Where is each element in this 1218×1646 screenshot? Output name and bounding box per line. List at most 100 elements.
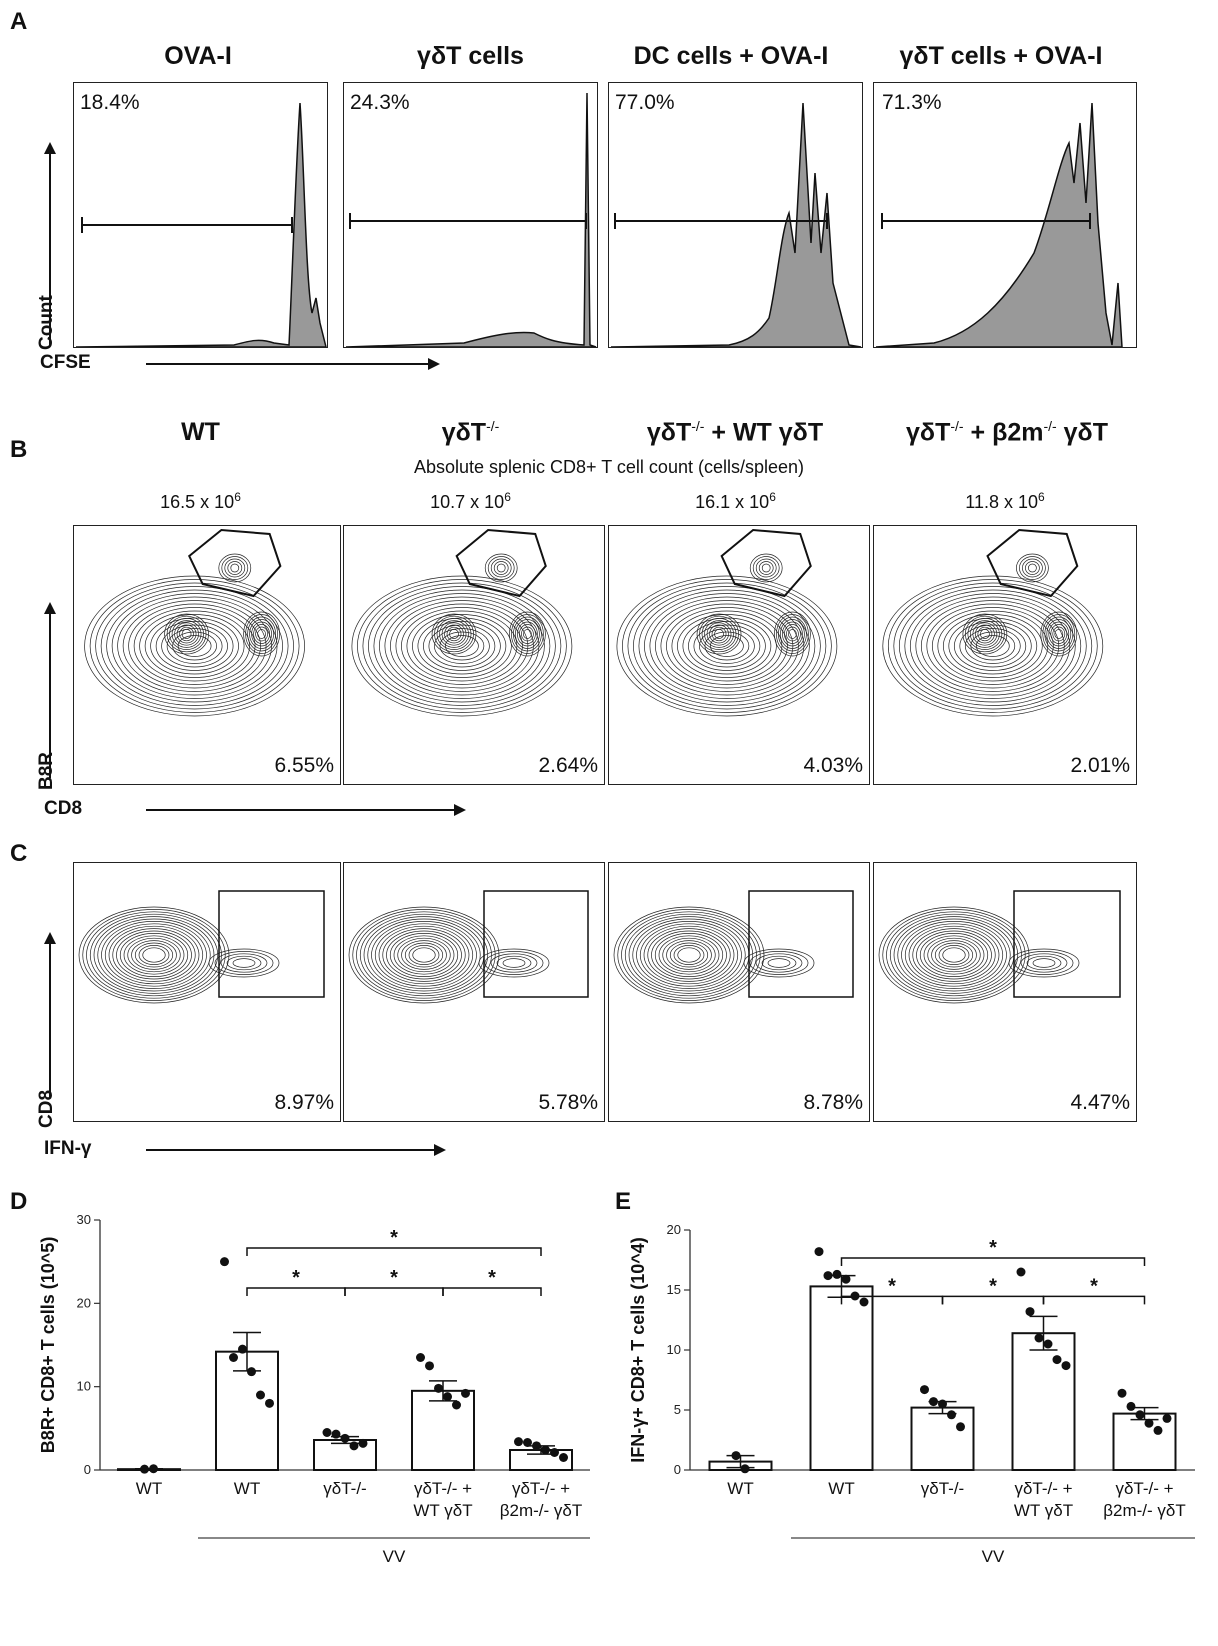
contour-line [889, 913, 1019, 997]
contour-line [373, 589, 551, 703]
data-point [1016, 1267, 1026, 1277]
contour-line [367, 918, 481, 992]
contour-line [927, 937, 981, 973]
significance-star: * [390, 1267, 398, 1289]
contour-line [220, 953, 268, 973]
contour-line [174, 622, 199, 646]
panel-c-percent-2: 5.78% [538, 1091, 598, 1114]
data-point [929, 1397, 938, 1407]
contour-line [386, 930, 462, 980]
data-point [823, 1271, 833, 1281]
contour-line [484, 553, 518, 583]
contour-line [172, 631, 217, 661]
panel-c-percent-4: 4.47% [1070, 1091, 1130, 1114]
contour-line [389, 933, 459, 977]
contour-line [660, 603, 794, 689]
contour-line [441, 622, 467, 646]
contour-line [980, 629, 990, 639]
data-point [514, 1437, 523, 1447]
contour-line [134, 942, 174, 968]
contour-line [662, 937, 716, 973]
contour-line [919, 933, 989, 977]
contour-line [666, 940, 712, 970]
contour-line [509, 611, 546, 657]
data-point [1126, 1401, 1136, 1411]
data-point [1162, 1413, 1172, 1423]
panel-a-percent-3: 77.0% [615, 91, 675, 114]
data-point [322, 1428, 332, 1437]
contour-line [412, 947, 436, 963]
panel-a-header-2: γδT cells [417, 42, 524, 70]
gate-rectangle [748, 890, 854, 998]
contour-line [673, 945, 705, 965]
gate-rectangle [1013, 890, 1121, 998]
significance-star: * [1090, 1275, 1098, 1297]
contour-line [446, 626, 462, 642]
contour-line [89, 913, 219, 997]
contour-line [1016, 553, 1049, 583]
contour-line [363, 916, 485, 994]
contour-lines [84, 553, 305, 717]
x-tick-label: β2m-/- γδT [1103, 1501, 1186, 1520]
contour-line [493, 561, 509, 575]
significance-bracket [1042, 1295, 1146, 1305]
contour-line [1020, 953, 1068, 973]
panel-b-count-1: 16.5 x 106 [160, 490, 241, 512]
contour-line [444, 624, 464, 644]
gate-polygon [187, 528, 282, 598]
contour-line [177, 635, 212, 657]
panel-a-percent-4: 71.3% [882, 91, 942, 114]
contour-line [166, 615, 207, 653]
contour-line [123, 935, 185, 975]
contour-line [953, 621, 1032, 671]
contour-line [677, 947, 701, 963]
contour-line [382, 928, 466, 982]
contour-line [704, 620, 734, 648]
panel-b-subtitle: Absolute splenic CD8+ T cell count (cell… [413, 457, 805, 477]
contour-c-gdt-ko-b2m-gdt: 4.47% [873, 862, 1137, 1122]
data-point [140, 1464, 149, 1474]
contour-line [417, 617, 507, 675]
data-point [938, 1399, 947, 1409]
contour-line [669, 942, 709, 968]
data-point [416, 1353, 425, 1362]
contour-line [1052, 626, 1066, 642]
panel-b-x-label: CD8 [44, 798, 83, 819]
data-point [425, 1361, 434, 1371]
contour-line [100, 586, 289, 706]
contour-line [511, 614, 544, 654]
contour-line [654, 933, 724, 977]
contour-line [176, 624, 197, 644]
contour-line [898, 586, 1087, 706]
data-point [956, 1422, 965, 1432]
contour-line [423, 621, 501, 671]
panel-b-header-3: γδT-/- + WT γδT [646, 418, 824, 447]
contour-line [116, 930, 192, 980]
contour-line [245, 614, 278, 654]
contour-line [104, 923, 204, 987]
x-tick-label: WT [828, 1479, 854, 1498]
contour-line [106, 589, 283, 703]
data-point [1061, 1361, 1071, 1371]
contour-line [1008, 948, 1080, 978]
panel-b-header-2: γδT-/- [441, 418, 500, 447]
significance-bracket [246, 1247, 542, 1256]
gate-polygon [986, 528, 1079, 598]
contour-line [904, 923, 1004, 987]
contour-line [128, 603, 261, 689]
contour-line [1025, 561, 1040, 575]
contour-line [644, 593, 810, 699]
contour-line [975, 624, 995, 644]
bar-chart-e: 0 5 10 15 20 IFN-γ+ CD8+ T cells (10^4) WT WT γδ… [628, 1222, 1195, 1566]
contour-line [521, 626, 534, 642]
data-point [443, 1392, 452, 1402]
panel-c-percent-1: 8.97% [274, 1091, 334, 1114]
contour-line [431, 613, 477, 655]
contour-line [95, 582, 294, 710]
contour-line [784, 624, 801, 644]
contour-line [371, 921, 477, 989]
contour-line [401, 940, 447, 970]
y-tick-label: 20 [667, 1222, 681, 1237]
data-point [1052, 1355, 1062, 1365]
panel-a-header-3: DC cells + OVA-I [633, 42, 829, 70]
